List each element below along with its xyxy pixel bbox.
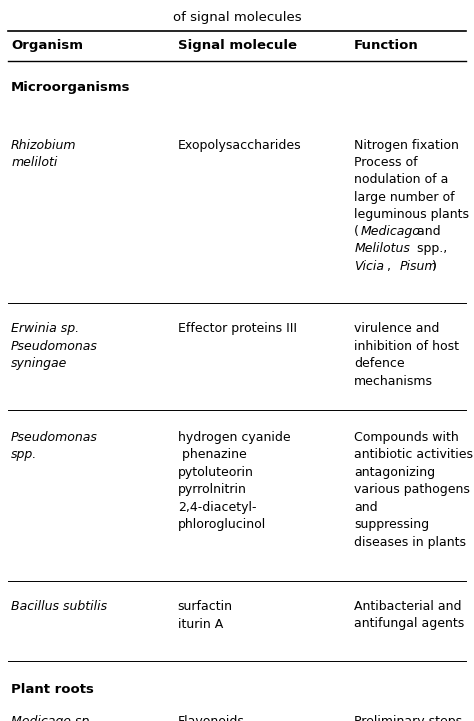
Text: Flavonoids: Flavonoids	[178, 715, 245, 721]
Text: of signal molecules: of signal molecules	[173, 11, 301, 24]
Text: Compounds with
antibiotic activities,
antagonizing
various pathogens
and
suppres: Compounds with antibiotic activities, an…	[354, 430, 474, 549]
Text: ): )	[432, 260, 437, 273]
Text: Preliminary steps
of the symbiotic
process in rhizobia: Preliminary steps of the symbiotic proce…	[354, 715, 471, 721]
Text: Medicago: Medicago	[361, 225, 420, 238]
Text: Vicia: Vicia	[354, 260, 384, 273]
Text: Exopolysaccharides: Exopolysaccharides	[178, 139, 301, 152]
Text: Pisum: Pisum	[400, 260, 437, 273]
Text: spp.,: spp.,	[413, 242, 447, 255]
Text: Signal molecule: Signal molecule	[178, 39, 297, 52]
Text: hydrogen cyanide
 phenazine
pytoluteorin
pyrrolnitrin
2,4-diacetyl-
phloroglucin: hydrogen cyanide phenazine pytoluteorin …	[178, 430, 291, 531]
Text: virulence and
inhibition of host
defence
mechanisms: virulence and inhibition of host defence…	[354, 322, 459, 388]
Text: Effector proteins III: Effector proteins III	[178, 322, 297, 335]
Text: Medicago sp: Medicago sp	[11, 715, 90, 721]
Text: (: (	[354, 225, 359, 238]
Text: Bacillus subtilis: Bacillus subtilis	[11, 600, 107, 613]
Text: and: and	[413, 225, 440, 238]
Text: nodulation of a: nodulation of a	[354, 173, 448, 187]
Text: leguminous plants: leguminous plants	[354, 208, 469, 221]
Text: Microorganisms: Microorganisms	[11, 81, 131, 94]
Text: Erwinia sp.
Pseudomonas
syningae: Erwinia sp. Pseudomonas syningae	[11, 322, 98, 370]
Text: Rhizobium
meliloti: Rhizobium meliloti	[11, 139, 77, 169]
Text: Pseudomonas
spp.: Pseudomonas spp.	[11, 430, 98, 461]
Text: Plant roots: Plant roots	[11, 684, 94, 696]
Text: surfactin
iturin A: surfactin iturin A	[178, 600, 233, 630]
Text: Organism: Organism	[11, 39, 83, 52]
Text: Function: Function	[354, 39, 419, 52]
Text: Nitrogen fixation: Nitrogen fixation	[354, 139, 459, 152]
Text: large number of: large number of	[354, 190, 455, 203]
Text: Antibacterial and
antifungal agents: Antibacterial and antifungal agents	[354, 600, 465, 630]
Text: ,: ,	[387, 260, 395, 273]
Text: Melilotus: Melilotus	[354, 242, 410, 255]
Text: Process of: Process of	[354, 156, 418, 169]
